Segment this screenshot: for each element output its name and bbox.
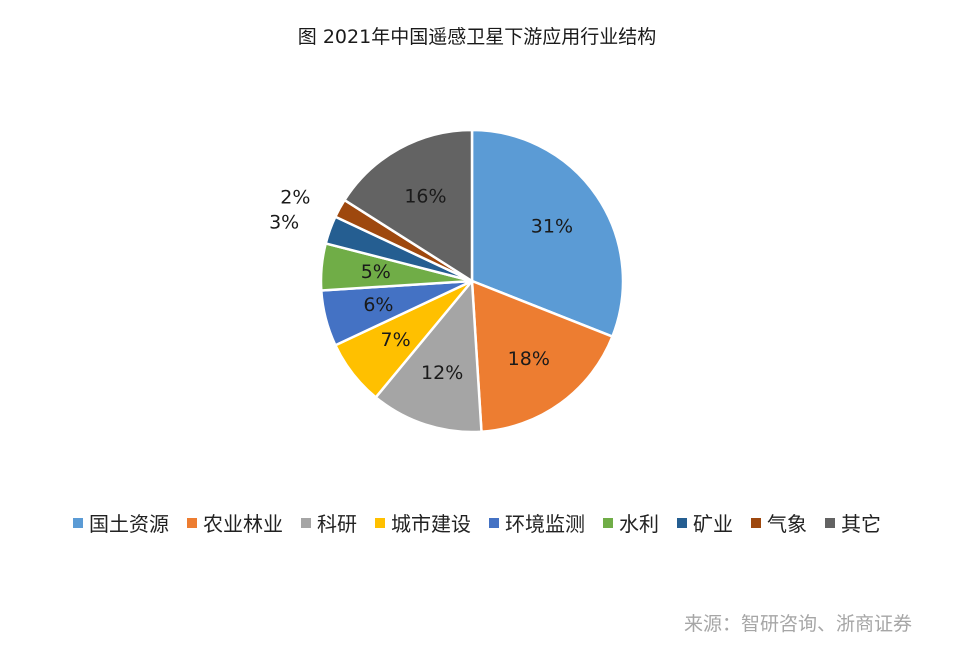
pie-label-1: 18%	[508, 348, 550, 370]
legend-item-3: 城市建设	[375, 508, 471, 537]
pie-label-4: 6%	[363, 294, 393, 316]
legend-label: 环境监测	[505, 512, 585, 536]
pie-label-2: 12%	[421, 362, 463, 384]
legend-swatch	[375, 517, 385, 528]
legend-item-6: 矿业	[677, 508, 733, 537]
pie-label-0: 31%	[531, 216, 573, 238]
legend-label: 矿业	[693, 512, 733, 536]
legend-swatch	[301, 517, 311, 528]
legend-label: 其它	[841, 512, 881, 536]
legend-item-0: 国土资源	[73, 508, 169, 537]
legend-label: 国土资源	[89, 512, 169, 536]
pie-slice-0	[470, 128, 625, 338]
legend-label: 科研	[317, 512, 357, 536]
legend-item-5: 水利	[603, 508, 659, 537]
legend-swatch	[489, 517, 499, 528]
legend-swatch	[73, 517, 83, 528]
pie-label-7: 2%	[280, 187, 310, 209]
legend-label: 水利	[619, 512, 659, 536]
legend-label: 农业林业	[203, 512, 283, 536]
legend-swatch	[677, 517, 687, 528]
pie-label-3: 7%	[381, 329, 411, 351]
legend-item-2: 科研	[301, 508, 357, 537]
legend-item-7: 气象	[751, 508, 807, 537]
pie-slice-2	[374, 279, 483, 434]
legend-label: 气象	[767, 512, 807, 536]
legend-swatch	[603, 517, 613, 528]
legend-swatch	[187, 517, 197, 528]
legend-item-8: 其它	[825, 508, 881, 537]
pie-slice-8	[343, 128, 474, 283]
legend-swatch	[825, 517, 835, 528]
pie-slice-1	[470, 279, 614, 433]
legend-item-4: 环境监测	[489, 508, 585, 537]
chart-legend: 国土资源 农业林业 科研 城市建设 环境监测 水利 矿业 气象 其它	[0, 508, 954, 537]
chart-title: 图 2021年中国遥感卫星下游应用行业结构	[297, 26, 657, 48]
legend-item-1: 农业林业	[187, 508, 283, 537]
legend-swatch	[751, 517, 761, 528]
legend-label: 城市建设	[391, 512, 471, 536]
source-note: 来源：智研咨询、浙商证券	[683, 613, 912, 635]
pie-label-6: 3%	[269, 211, 299, 233]
pie-label-5: 5%	[361, 261, 391, 283]
pie-label-8: 16%	[404, 185, 446, 207]
